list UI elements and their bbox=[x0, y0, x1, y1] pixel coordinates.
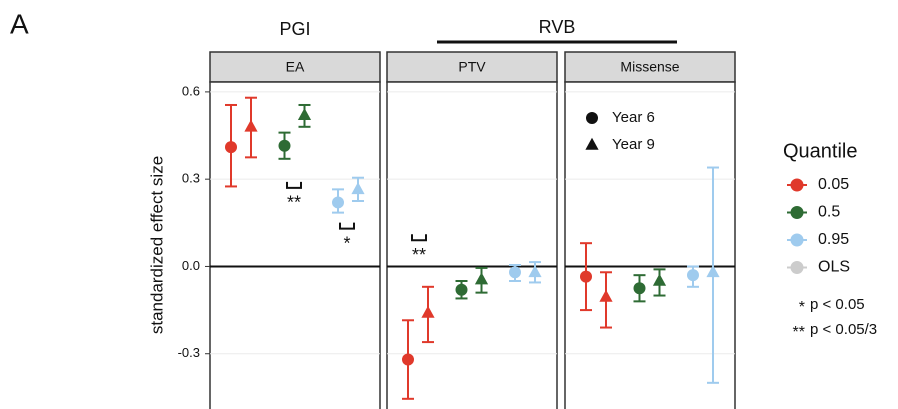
annotation: ** bbox=[412, 245, 426, 265]
point bbox=[332, 196, 344, 209]
strip bbox=[564, 51, 736, 83]
point bbox=[278, 139, 291, 152]
point bbox=[225, 141, 237, 154]
y-tick-label: 0.3 bbox=[182, 171, 200, 186]
point bbox=[244, 119, 258, 132]
group-label: PGI bbox=[279, 19, 310, 39]
bracket bbox=[339, 222, 355, 230]
point bbox=[402, 353, 414, 366]
point bbox=[351, 182, 365, 195]
legend-label: OLS bbox=[818, 259, 850, 276]
point bbox=[706, 265, 720, 278]
significance-symbol: ** bbox=[793, 324, 805, 341]
annotation: * bbox=[343, 233, 350, 253]
legend-symbol bbox=[790, 233, 804, 247]
significance-symbol: * bbox=[799, 299, 805, 316]
strip bbox=[386, 51, 558, 83]
panel bbox=[209, 81, 381, 409]
annotation: ** bbox=[287, 193, 301, 213]
point bbox=[599, 289, 613, 302]
legend-label: 0.95 bbox=[818, 231, 849, 248]
y-axis-label: standardized effect size bbox=[147, 156, 166, 334]
legend-title: Quantile bbox=[783, 140, 858, 162]
panel bbox=[386, 81, 558, 409]
legend-label: 0.5 bbox=[818, 204, 840, 221]
y-tick-label: -0.3 bbox=[178, 345, 200, 360]
legend-symbol bbox=[586, 112, 598, 124]
y-tick-label: 0.6 bbox=[182, 83, 200, 98]
facet-label: EA bbox=[286, 59, 305, 75]
legend-label: Year 6 bbox=[612, 109, 655, 126]
point bbox=[455, 283, 468, 296]
point bbox=[687, 269, 699, 282]
strip bbox=[209, 51, 381, 83]
point bbox=[474, 272, 489, 285]
point bbox=[297, 107, 312, 120]
legend-symbol bbox=[790, 178, 804, 192]
point bbox=[652, 273, 667, 286]
point bbox=[633, 282, 646, 295]
legend-symbol bbox=[585, 137, 599, 150]
facet-label: PTV bbox=[458, 59, 486, 75]
legend-symbol bbox=[790, 206, 804, 219]
group-label: RVB bbox=[539, 17, 576, 37]
point bbox=[528, 265, 542, 278]
bracket bbox=[411, 234, 427, 242]
legend-label: 0.05 bbox=[818, 176, 849, 193]
legend-label: Year 9 bbox=[612, 136, 655, 153]
facet-label: Missense bbox=[620, 59, 679, 75]
significance-label: p < 0.05 bbox=[810, 296, 865, 313]
point bbox=[509, 266, 521, 279]
panel bbox=[564, 81, 736, 409]
y-tick-label: 0.0 bbox=[182, 258, 200, 273]
legend-symbol bbox=[790, 261, 804, 274]
point bbox=[421, 305, 435, 318]
point bbox=[580, 270, 592, 283]
bracket bbox=[286, 181, 302, 189]
panel-label: A bbox=[10, 8, 29, 39]
significance-label: p < 0.05/3 bbox=[810, 321, 877, 338]
